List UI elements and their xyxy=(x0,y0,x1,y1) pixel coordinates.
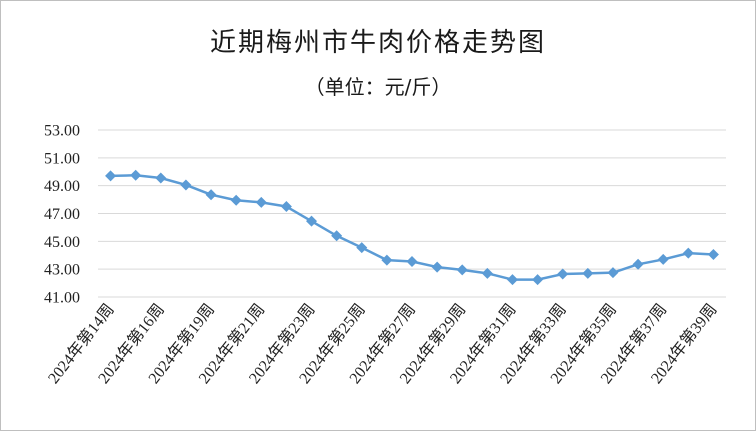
data-point xyxy=(582,267,594,279)
x-axis-ticks: 2024年第14周2024年第16周2024年第19周2024年第21周2024… xyxy=(44,300,720,387)
y-tick-label: 49.00 xyxy=(44,178,80,195)
y-tick-label: 41.00 xyxy=(44,290,80,307)
y-tick-label: 47.00 xyxy=(44,206,80,223)
data-point xyxy=(406,256,418,268)
grid-lines xyxy=(98,129,726,298)
chart-title: 近期梅州市牛肉价格走势图 xyxy=(210,28,546,58)
data-point xyxy=(506,274,518,286)
y-tick-label: 53.00 xyxy=(44,123,80,140)
data-point xyxy=(431,261,443,273)
y-axis-ticks: 41.00 43.00 45.00 47.00 49.00 51.00 53.00 xyxy=(44,123,80,307)
data-point xyxy=(532,274,544,286)
data-point xyxy=(557,268,569,280)
series-layer xyxy=(105,169,719,286)
data-point xyxy=(280,201,292,213)
data-point xyxy=(331,230,343,242)
data-point xyxy=(105,170,117,182)
data-point xyxy=(306,215,318,227)
data-point xyxy=(657,253,669,265)
data-point xyxy=(356,242,368,254)
chart-subtitle: （单位：元/斤） xyxy=(305,75,452,99)
data-point xyxy=(180,179,192,191)
data-point xyxy=(381,254,393,266)
data-point xyxy=(632,258,644,270)
data-point xyxy=(456,264,468,276)
data-point xyxy=(682,247,694,259)
data-point xyxy=(205,189,217,201)
y-tick-label: 51.00 xyxy=(44,150,80,167)
data-point xyxy=(155,172,167,184)
data-point xyxy=(607,267,619,279)
y-tick-label: 43.00 xyxy=(44,262,80,279)
data-point xyxy=(707,249,719,261)
data-point xyxy=(130,169,142,181)
data-point xyxy=(255,196,267,208)
y-tick-label: 45.00 xyxy=(44,234,80,251)
data-point xyxy=(481,267,493,279)
data-point xyxy=(230,194,242,206)
